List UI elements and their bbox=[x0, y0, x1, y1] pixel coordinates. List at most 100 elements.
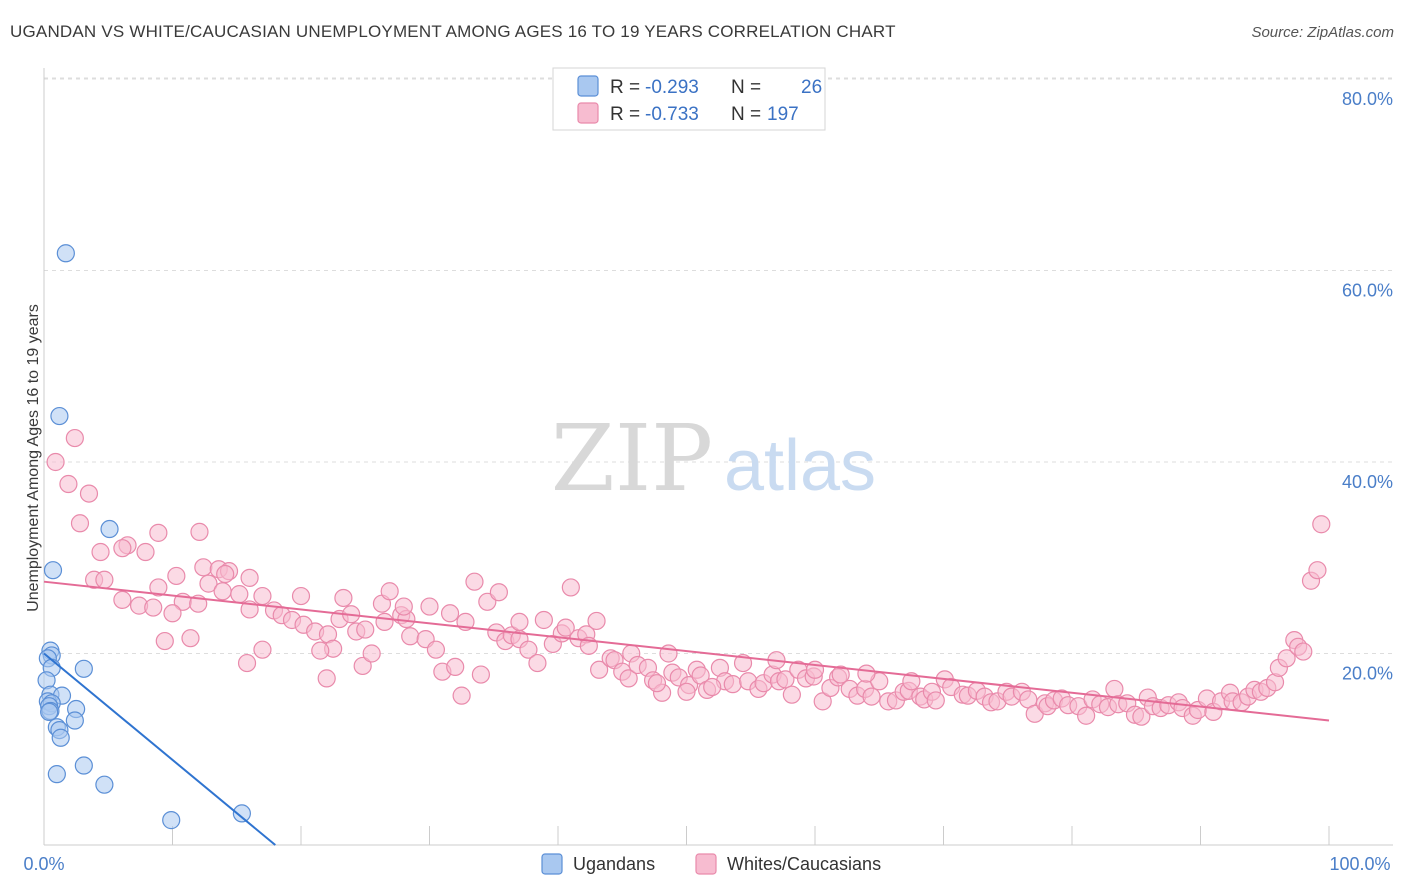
white-caucasian-point bbox=[519, 640, 538, 659]
ugandan-point bbox=[74, 659, 93, 678]
white-caucasian-point bbox=[420, 597, 439, 616]
white-caucasian-point bbox=[561, 578, 580, 597]
y-tick-label: 60.0% bbox=[1342, 281, 1393, 301]
watermark-zip: ZIP bbox=[551, 405, 713, 512]
legend-r-value: -0.733 bbox=[645, 104, 699, 125]
ugandan-point bbox=[56, 244, 75, 263]
white-caucasian-trend-line bbox=[43, 580, 1330, 722]
watermark-atlas: atlas bbox=[724, 426, 876, 506]
series-legend-swatch-ugandans bbox=[541, 853, 563, 875]
series-legend-whites: Whites/Caucasians bbox=[727, 854, 881, 874]
white-caucasian-point bbox=[452, 686, 471, 705]
white-caucasian-point bbox=[1277, 649, 1296, 668]
white-caucasian-point bbox=[149, 578, 168, 597]
white-caucasian-point bbox=[857, 664, 876, 683]
x-tick-label-max: 100.0% bbox=[1329, 854, 1390, 874]
white-caucasian-point bbox=[113, 539, 132, 558]
y-tick-labels: 20.0% 40.0% 60.0% 80.0% bbox=[1342, 89, 1393, 684]
white-caucasian-point bbox=[190, 522, 209, 541]
legend-swatch-whites bbox=[577, 102, 599, 124]
white-caucasian-point bbox=[813, 692, 832, 711]
ugandan-point bbox=[100, 519, 119, 539]
white-caucasian-point bbox=[70, 514, 90, 533]
white-caucasian-point bbox=[237, 653, 257, 673]
ugandan-trend-line bbox=[43, 652, 276, 846]
white-caucasian-point bbox=[703, 677, 722, 697]
y-axis-label: Unemployment Among Ages 16 to 19 years bbox=[25, 304, 42, 612]
white-caucasian-point bbox=[556, 618, 575, 637]
white-caucasian-point bbox=[59, 474, 78, 494]
ugandan-points bbox=[37, 244, 251, 830]
white-caucasian-point bbox=[79, 484, 99, 503]
white-caucasian-point bbox=[46, 452, 65, 472]
ugandan-point bbox=[51, 728, 70, 747]
white-caucasian-point bbox=[149, 523, 168, 542]
white-caucasian-point bbox=[647, 674, 667, 693]
white-caucasian-point bbox=[311, 641, 330, 660]
white-caucasian-point bbox=[253, 586, 272, 606]
ugandan-point bbox=[43, 561, 63, 580]
white-caucasian-point bbox=[446, 657, 465, 677]
white-caucasian-point bbox=[317, 669, 336, 688]
white-caucasian-point bbox=[723, 675, 742, 694]
white-caucasian-point bbox=[1077, 706, 1096, 725]
legend-n-label: N = bbox=[731, 104, 761, 125]
white-caucasian-point bbox=[199, 574, 218, 593]
white-caucasian-point bbox=[362, 644, 381, 663]
white-caucasian-point bbox=[167, 566, 186, 586]
ugandan-point bbox=[65, 711, 84, 730]
ugandan-point bbox=[95, 775, 114, 794]
ugandan-point bbox=[74, 756, 93, 775]
legend-r-label: R = bbox=[610, 104, 640, 125]
y-tick-label: 40.0% bbox=[1342, 472, 1393, 492]
white-caucasian-point bbox=[471, 665, 490, 684]
legend-n-value: 26 bbox=[801, 77, 822, 98]
white-caucasian-points bbox=[46, 428, 1331, 726]
white-caucasian-point bbox=[253, 640, 272, 659]
white-caucasian-point bbox=[1294, 642, 1313, 661]
white-caucasian-point bbox=[510, 612, 529, 632]
y-tick-label: 80.0% bbox=[1342, 89, 1393, 109]
white-caucasian-point bbox=[240, 568, 259, 587]
ugandan-point bbox=[162, 811, 181, 830]
white-caucasian-point bbox=[733, 653, 753, 673]
white-caucasian-point bbox=[144, 598, 163, 617]
x-tick-label-min: 0.0% bbox=[23, 854, 64, 874]
chart-title: UGANDAN VS WHITE/CAUCASIAN UNEMPLOYMENT … bbox=[10, 22, 896, 41]
correlation-legend: R = -0.293 N = 26 R = -0.733 N = 197 bbox=[552, 67, 826, 131]
series-legend: Ugandans Whites/Caucasians bbox=[541, 853, 881, 875]
white-caucasian-point bbox=[375, 612, 394, 632]
ugandan-point bbox=[232, 804, 251, 823]
white-caucasian-point bbox=[465, 572, 484, 591]
white-caucasian-point bbox=[489, 583, 508, 602]
white-caucasian-point bbox=[155, 631, 174, 651]
white-caucasian-point bbox=[534, 610, 553, 630]
legend-r-value: -0.293 bbox=[645, 77, 699, 98]
x-axis-ticks bbox=[43, 826, 1330, 845]
white-caucasian-point bbox=[136, 542, 155, 562]
white-caucasian-point bbox=[380, 582, 399, 601]
white-caucasian-point bbox=[426, 640, 446, 659]
ugandan-point bbox=[47, 765, 66, 784]
grid-lines bbox=[44, 77, 1393, 654]
white-caucasian-point bbox=[91, 542, 110, 562]
legend-r-label: R = bbox=[610, 77, 640, 98]
white-caucasian-point bbox=[1312, 515, 1331, 534]
y-tick-label: 20.0% bbox=[1342, 664, 1393, 684]
white-caucasian-point bbox=[590, 660, 609, 679]
legend-n-label: N = bbox=[731, 77, 761, 98]
ugandan-point bbox=[40, 702, 59, 722]
white-caucasian-point bbox=[394, 597, 413, 616]
white-caucasian-point bbox=[1105, 679, 1124, 699]
white-caucasian-point bbox=[353, 656, 372, 676]
white-caucasian-point bbox=[862, 687, 881, 706]
white-caucasian-point bbox=[782, 685, 801, 704]
white-caucasian-point bbox=[95, 570, 114, 589]
white-caucasian-point bbox=[163, 604, 182, 623]
white-caucasian-point bbox=[181, 629, 200, 648]
white-caucasian-point bbox=[1132, 707, 1151, 726]
white-caucasian-point bbox=[619, 669, 638, 688]
source-label: Source: ZipAtlas.com bbox=[1251, 24, 1394, 41]
white-caucasian-point bbox=[65, 428, 84, 448]
white-caucasian-point bbox=[587, 611, 606, 631]
